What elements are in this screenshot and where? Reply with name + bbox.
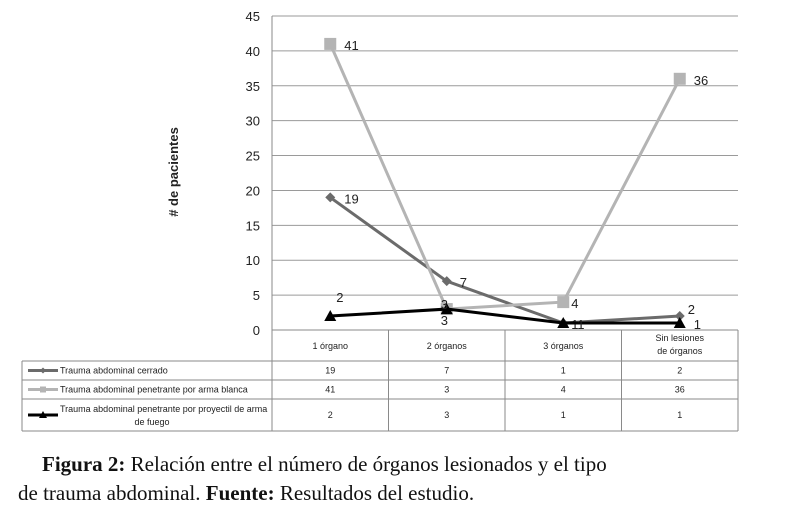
line-chart: 0 5 10 15 20 25 30 35 40 45 # de pacientes 1 órgano… bbox=[21, 9, 739, 432]
table-value-trauma-abdominal-cerrado-3-organos: 1 bbox=[561, 366, 566, 376]
y-tick-label-40: 40 bbox=[246, 44, 260, 59]
table-value-trauma-abdominal-penetrante-por-proyectil-de-arma-de-fuego-2-organos: 3 bbox=[444, 410, 449, 420]
data-label-trauma-abdominal-penetrante-por-proyectil-de-arma-de-fuego-1-organo: 2 bbox=[336, 290, 343, 305]
y-tick-label-15: 15 bbox=[246, 218, 260, 233]
data-label-trauma-abdominal-cerrado-sin-lesiones-de-organos: 2 bbox=[688, 302, 695, 317]
category-label-3-organos: 3 órganos bbox=[543, 341, 584, 351]
caption-source-text: Resultados del estudio. bbox=[274, 481, 475, 505]
table-value-trauma-abdominal-cerrado-2-organos: 7 bbox=[444, 366, 449, 376]
data-label-trauma-abdominal-cerrado-2-organos: 7 bbox=[460, 275, 467, 290]
legend-marker-trauma-abdominal-penetrante-por-arma-blanca bbox=[40, 386, 46, 393]
y-tick-label-35: 35 bbox=[246, 79, 260, 94]
data-point-trauma-abdominal-penetrante-por-proyectil-de-arma-de-fuego-sin-lesiones-de-organos bbox=[673, 317, 686, 329]
category-label-1-organo: 1 órgano bbox=[312, 341, 348, 351]
caption-line-1: Figura 2: Relación entre el número de ór… bbox=[18, 450, 778, 479]
data-label-trauma-abdominal-penetrante-por-arma-blanca-1-organo: 41 bbox=[344, 38, 358, 53]
data-point-trauma-abdominal-penetrante-por-proyectil-de-arma-de-fuego-3-organos bbox=[557, 317, 570, 329]
legend-marker-trauma-abdominal-penetrante-por-proyectil-de-arma-de-fuego bbox=[39, 411, 47, 418]
series-line-trauma-abdominal-penetrante-por-proyectil-de-arma-de-fuego bbox=[330, 307, 680, 325]
series-line-trauma-abdominal-penetrante-por-arma-blanca bbox=[328, 43, 682, 311]
table-value-trauma-abdominal-penetrante-por-proyectil-de-arma-de-fuego-sin-lesiones-de-organos: 1 bbox=[677, 410, 682, 420]
table-value-trauma-abdominal-cerrado-1-organo: 19 bbox=[325, 366, 335, 376]
data-point-trauma-abdominal-penetrante-por-proyectil-de-arma-de-fuego-2-organos bbox=[440, 303, 453, 315]
y-tick-label-5: 5 bbox=[253, 288, 260, 303]
caption-figure-text: Relación entre el número de órganos lesi… bbox=[125, 452, 607, 476]
data-point-trauma-abdominal-cerrado-2-organos bbox=[441, 276, 452, 287]
table-value-trauma-abdominal-penetrante-por-arma-blanca-sin-lesiones-de-organos: 36 bbox=[675, 385, 685, 395]
data-label-trauma-abdominal-penetrante-por-arma-blanca-sin-lesiones-de-organos: 36 bbox=[694, 73, 708, 88]
category-label-2-organos: 2 órganos bbox=[427, 341, 468, 351]
data-point-trauma-abdominal-cerrado-1-organo bbox=[325, 192, 336, 203]
table-value-trauma-abdominal-penetrante-por-arma-blanca-3-organos: 4 bbox=[561, 385, 566, 395]
y-tick-label-25: 25 bbox=[246, 149, 260, 164]
legend-label-trauma-abdominal-cerrado: Trauma abdominal cerrado bbox=[60, 366, 168, 376]
data-point-trauma-abdominal-penetrante-por-arma-blanca-sin-lesiones-de-organos bbox=[673, 72, 686, 85]
table-value-trauma-abdominal-penetrante-por-proyectil-de-arma-de-fuego-1-organo: 2 bbox=[328, 410, 333, 420]
data-label-trauma-abdominal-penetrante-por-arma-blanca-3-organos: 4 bbox=[571, 296, 578, 311]
legend-label-trauma-abdominal-penetrante-por-proyectil-de-arma-de-fuego-line2: de fuego bbox=[134, 417, 169, 427]
caption-line-2: de trauma abdominal. bbox=[18, 481, 206, 505]
data-point-trauma-abdominal-penetrante-por-arma-blanca-3-organos bbox=[557, 296, 570, 309]
legend-label-trauma-abdominal-penetrante-por-arma-blanca: Trauma abdominal penetrante por arma bla… bbox=[60, 385, 248, 395]
caption-source-label: Fuente: bbox=[205, 481, 275, 505]
data-label-trauma-abdominal-penetrante-por-proyectil-de-arma-de-fuego-3-organos: 1 bbox=[577, 317, 584, 332]
y-axis-title: # de pacientes bbox=[166, 127, 181, 217]
y-tick-label-0: 0 bbox=[253, 323, 260, 338]
category-label-sin-lesiones-de-organos-line2: de órganos bbox=[657, 346, 703, 356]
y-tick-label-10: 10 bbox=[246, 253, 260, 268]
data-label-trauma-abdominal-cerrado-1-organo: 19 bbox=[344, 191, 358, 206]
caption-figure-label: Figura 2: bbox=[42, 452, 126, 476]
table-value-trauma-abdominal-penetrante-por-arma-blanca-2-organos: 3 bbox=[444, 385, 449, 395]
series-line-trauma-abdominal-cerrado bbox=[329, 196, 680, 325]
data-point-trauma-abdominal-penetrante-por-arma-blanca-1-organo bbox=[324, 37, 337, 50]
data-label-trauma-abdominal-penetrante-por-proyectil-de-arma-de-fuego-2-organos: 3 bbox=[441, 297, 448, 312]
data-point-trauma-abdominal-penetrante-por-proyectil-de-arma-de-fuego-1-organo bbox=[324, 310, 337, 322]
y-tick-label-30: 30 bbox=[246, 114, 260, 129]
data-label-trauma-abdominal-penetrante-por-arma-blanca-2-organos: 3 bbox=[441, 313, 448, 328]
legend-label-trauma-abdominal-penetrante-por-proyectil-de-arma-de-fuego-line1: Trauma abdominal penetrante por proyecti… bbox=[60, 404, 267, 414]
table-value-trauma-abdominal-penetrante-por-arma-blanca-1-organo: 41 bbox=[325, 385, 335, 395]
y-tick-label-20: 20 bbox=[246, 183, 260, 198]
figure-caption: Figura 2: Relación entre el número de ór… bbox=[18, 450, 778, 508]
data-label-trauma-abdominal-penetrante-por-proyectil-de-arma-de-fuego-sin-lesiones-de-organos: 1 bbox=[694, 317, 701, 332]
category-label-sin-lesiones-de-organos-line1: Sin lesiones bbox=[655, 333, 704, 343]
table-value-trauma-abdominal-penetrante-por-proyectil-de-arma-de-fuego-3-organos: 1 bbox=[561, 410, 566, 420]
legend-marker-trauma-abdominal-cerrado bbox=[40, 367, 46, 374]
data-point-trauma-abdominal-cerrado-sin-lesiones-de-organos bbox=[674, 311, 685, 322]
y-tick-label-45: 45 bbox=[246, 9, 260, 24]
table-value-trauma-abdominal-cerrado-sin-lesiones-de-organos: 2 bbox=[677, 366, 682, 376]
